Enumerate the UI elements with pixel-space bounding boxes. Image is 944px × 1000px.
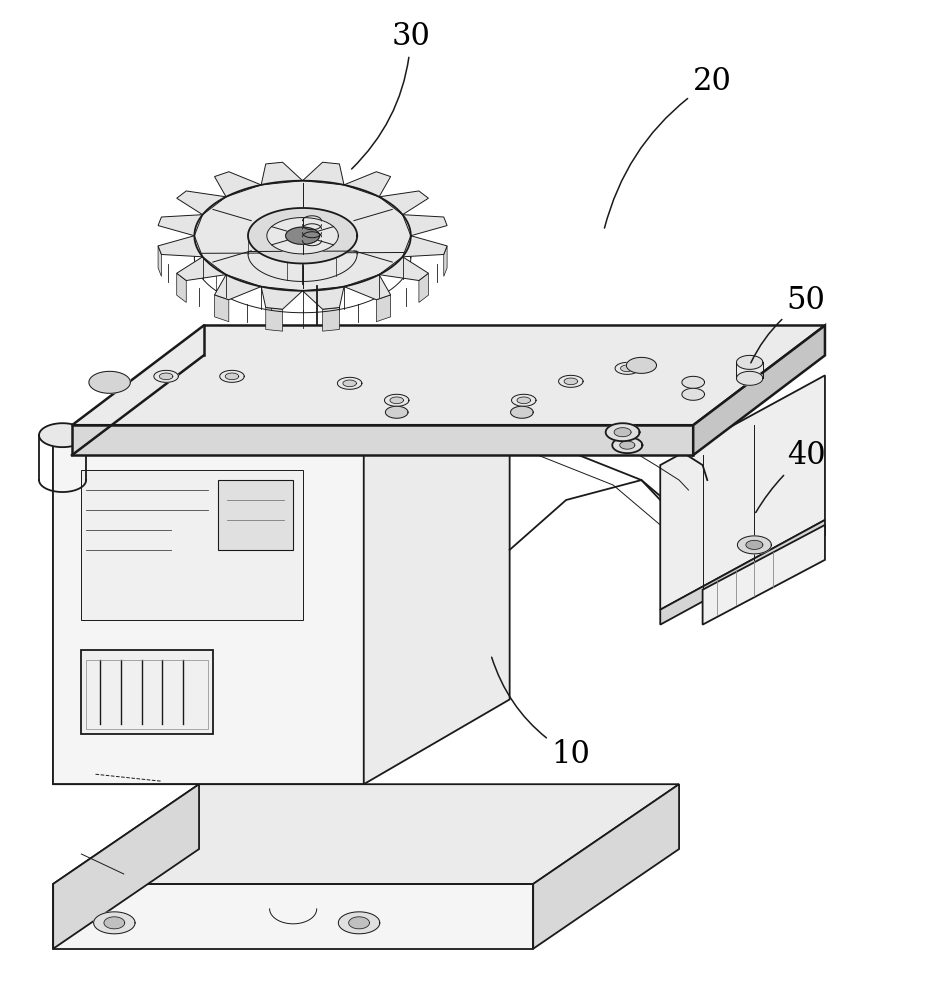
- Polygon shape: [158, 246, 161, 276]
- Text: 50: 50: [750, 285, 826, 363]
- Polygon shape: [177, 273, 186, 302]
- Polygon shape: [512, 394, 536, 406]
- Polygon shape: [660, 520, 825, 625]
- Polygon shape: [248, 208, 357, 263]
- Polygon shape: [615, 428, 632, 437]
- Polygon shape: [81, 650, 213, 734]
- Polygon shape: [737, 536, 771, 554]
- Polygon shape: [615, 362, 639, 374]
- Polygon shape: [53, 784, 199, 949]
- Polygon shape: [385, 406, 408, 418]
- Polygon shape: [348, 917, 369, 929]
- Polygon shape: [214, 295, 228, 322]
- Polygon shape: [702, 525, 825, 625]
- Polygon shape: [402, 215, 447, 236]
- Polygon shape: [89, 371, 130, 393]
- Polygon shape: [379, 257, 429, 281]
- Polygon shape: [517, 397, 531, 404]
- Polygon shape: [154, 370, 178, 382]
- Polygon shape: [627, 357, 656, 373]
- Polygon shape: [444, 246, 447, 276]
- Polygon shape: [660, 375, 825, 610]
- Polygon shape: [511, 406, 533, 418]
- Polygon shape: [419, 273, 429, 302]
- Polygon shape: [214, 172, 261, 197]
- Polygon shape: [158, 236, 203, 257]
- Polygon shape: [736, 371, 763, 385]
- Polygon shape: [261, 287, 303, 309]
- Text: 10: 10: [492, 657, 590, 770]
- Polygon shape: [286, 227, 319, 244]
- Polygon shape: [214, 275, 261, 300]
- Polygon shape: [303, 162, 344, 185]
- Polygon shape: [104, 917, 125, 929]
- Polygon shape: [402, 236, 447, 257]
- Polygon shape: [194, 181, 411, 291]
- Polygon shape: [72, 425, 693, 455]
- Polygon shape: [72, 325, 825, 425]
- Polygon shape: [693, 325, 825, 455]
- Polygon shape: [323, 308, 340, 331]
- Polygon shape: [344, 172, 391, 197]
- Polygon shape: [160, 373, 173, 380]
- Polygon shape: [338, 912, 379, 934]
- Polygon shape: [377, 295, 391, 322]
- Polygon shape: [266, 308, 282, 331]
- Polygon shape: [746, 540, 763, 549]
- Polygon shape: [344, 275, 391, 300]
- Polygon shape: [390, 397, 403, 404]
- Polygon shape: [220, 370, 244, 382]
- Polygon shape: [620, 365, 634, 372]
- Polygon shape: [384, 394, 409, 406]
- Polygon shape: [565, 378, 578, 385]
- Polygon shape: [343, 380, 357, 387]
- Polygon shape: [226, 373, 239, 380]
- Polygon shape: [379, 191, 429, 215]
- Text: 30: 30: [351, 21, 430, 169]
- Polygon shape: [533, 784, 679, 949]
- Polygon shape: [261, 162, 303, 185]
- Polygon shape: [736, 355, 763, 369]
- Polygon shape: [620, 441, 634, 449]
- Polygon shape: [559, 375, 583, 387]
- Text: 40: 40: [756, 440, 825, 513]
- Polygon shape: [177, 191, 226, 215]
- Polygon shape: [53, 884, 533, 949]
- Polygon shape: [613, 437, 642, 453]
- Polygon shape: [682, 376, 704, 388]
- Polygon shape: [267, 218, 338, 254]
- Polygon shape: [177, 257, 226, 281]
- Polygon shape: [606, 423, 639, 441]
- Polygon shape: [218, 480, 294, 550]
- Polygon shape: [53, 360, 199, 784]
- Polygon shape: [53, 784, 679, 884]
- Polygon shape: [53, 440, 363, 784]
- Polygon shape: [337, 377, 362, 389]
- Text: 20: 20: [604, 66, 732, 228]
- Polygon shape: [81, 470, 303, 620]
- Polygon shape: [363, 440, 510, 784]
- Polygon shape: [93, 912, 135, 934]
- Polygon shape: [158, 215, 203, 236]
- Polygon shape: [39, 423, 86, 447]
- Polygon shape: [682, 388, 704, 400]
- Polygon shape: [303, 287, 344, 309]
